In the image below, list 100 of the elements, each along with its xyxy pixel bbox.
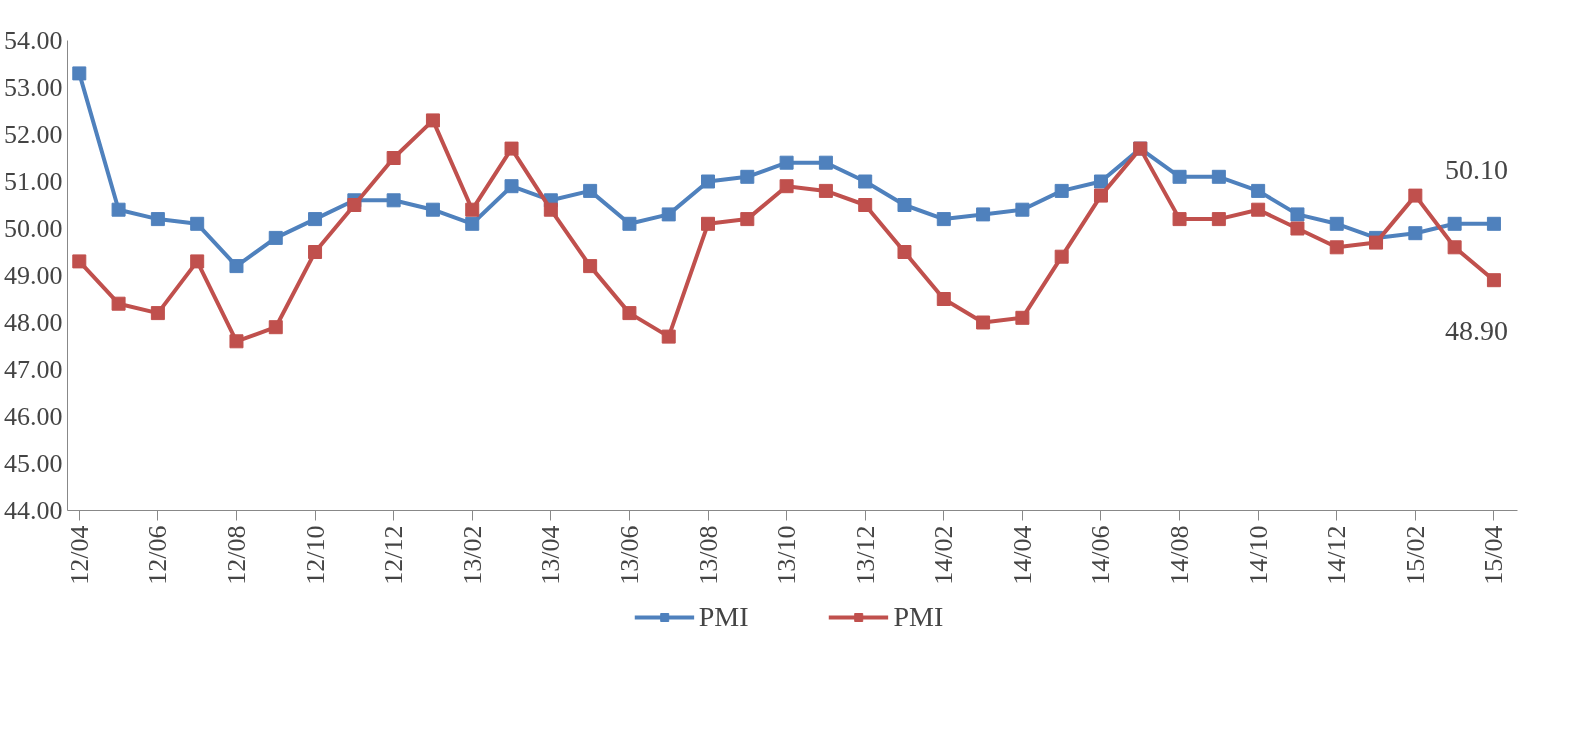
- point: [150, 306, 165, 321]
- point: [386, 151, 401, 165]
- point: [936, 292, 951, 306]
- x-tick-label: 14/02: [929, 525, 959, 585]
- point: [190, 254, 205, 269]
- x-tick-label: 13/06: [614, 525, 644, 585]
- point: [1211, 169, 1226, 184]
- point: [858, 174, 873, 189]
- point: [229, 334, 244, 349]
- x-tick-label: 14/06: [1086, 525, 1116, 585]
- point: [543, 202, 558, 217]
- point: [779, 155, 794, 170]
- y-tick-label: 45.00: [4, 449, 63, 478]
- legend-label: PMI: [698, 601, 749, 633]
- point: [465, 216, 480, 231]
- x-tick-label: 14/08: [1165, 525, 1195, 585]
- point: [583, 259, 598, 274]
- point: [1015, 310, 1030, 325]
- y-tick-label: 46.00: [4, 402, 63, 431]
- x-tick-label: 14/12: [1322, 525, 1352, 585]
- point: [111, 202, 126, 217]
- point: [1408, 226, 1423, 241]
- point: [72, 254, 87, 269]
- point: [308, 212, 323, 227]
- point: [1172, 169, 1187, 184]
- x-tick-label: 13/08: [693, 525, 723, 585]
- legend-label: PMI: [893, 601, 944, 633]
- point: [504, 141, 519, 156]
- point: [1290, 207, 1305, 222]
- x-tick-label: 12/06: [143, 525, 173, 585]
- x-tick-label: 12/04: [64, 525, 94, 585]
- point: [779, 179, 794, 194]
- point: [622, 306, 637, 321]
- point: [190, 216, 205, 231]
- y-tick-label: 44.00: [4, 496, 63, 525]
- x-tick-label: 14/04: [1007, 525, 1037, 585]
- point: [1172, 212, 1187, 227]
- point: [1447, 240, 1462, 255]
- point: [425, 113, 440, 128]
- point: [1290, 221, 1305, 236]
- point: [229, 259, 244, 274]
- point: [465, 202, 480, 217]
- point: [701, 216, 716, 231]
- x-tick-label: 13/10: [772, 525, 802, 585]
- point: [308, 245, 323, 259]
- point: [661, 207, 676, 222]
- x-tick-label: 13/04: [536, 525, 566, 585]
- point: [976, 315, 991, 330]
- point: [1251, 202, 1266, 217]
- point: [740, 212, 755, 227]
- point: [976, 207, 991, 222]
- x-tick-label: 12/10: [300, 525, 330, 585]
- point: [1329, 240, 1344, 255]
- point: [1486, 273, 1501, 288]
- point: [701, 174, 716, 189]
- point: [1093, 188, 1108, 203]
- y-tick-label: 53.00: [4, 73, 63, 102]
- point: [1329, 216, 1344, 231]
- x-tick-label: 15/04: [1479, 525, 1509, 585]
- point: [936, 212, 951, 227]
- point: [504, 179, 519, 194]
- point: [72, 66, 87, 81]
- x-tick-label: 13/12: [850, 525, 880, 585]
- point: [622, 216, 637, 231]
- point: [268, 230, 283, 245]
- point: [1369, 235, 1384, 250]
- point: [740, 169, 755, 184]
- x-tick-label: 15/02: [1400, 525, 1430, 585]
- point: [1408, 188, 1423, 203]
- point: [1054, 249, 1069, 264]
- point: [386, 193, 401, 208]
- x-tick-label: 13/02: [457, 525, 487, 585]
- point: [897, 245, 912, 259]
- y-tick-label: 52.00: [4, 120, 63, 149]
- point: [1251, 183, 1266, 198]
- y-tick-label: 54.00: [4, 26, 63, 55]
- y-tick-label: 51.00: [4, 167, 63, 196]
- point: [818, 155, 833, 170]
- point: [1447, 216, 1462, 231]
- point: [583, 183, 598, 198]
- y-tick-label: 47.00: [4, 355, 63, 384]
- y-tick-label: 49.00: [4, 261, 63, 290]
- point: [1093, 174, 1108, 189]
- x-tick-label: 12/12: [379, 525, 409, 585]
- point: [111, 296, 126, 311]
- point: [1486, 216, 1501, 231]
- y-tick-label: 50.00: [4, 214, 63, 243]
- point: [347, 198, 362, 212]
- point: [858, 198, 873, 212]
- point: [1015, 202, 1030, 217]
- point: [150, 212, 165, 227]
- point: [661, 329, 676, 344]
- annotation: 50.10: [1444, 153, 1508, 185]
- annotation: 48.90: [1444, 315, 1508, 347]
- point: [897, 198, 912, 212]
- point: [1211, 212, 1226, 227]
- x-tick-label: 14/10: [1243, 525, 1273, 585]
- point: [818, 183, 833, 198]
- point: [268, 320, 283, 335]
- y-tick-label: 48.00: [4, 308, 63, 337]
